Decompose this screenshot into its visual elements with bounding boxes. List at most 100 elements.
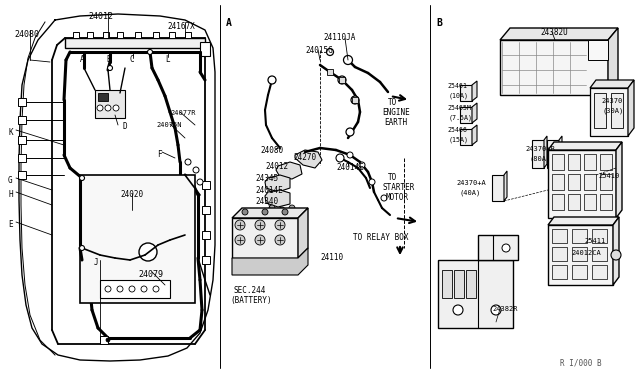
Text: 24014E: 24014E (255, 186, 283, 195)
Circle shape (369, 179, 375, 185)
Circle shape (235, 220, 245, 230)
Text: 25461: 25461 (447, 83, 467, 89)
Circle shape (381, 195, 387, 201)
Polygon shape (478, 235, 518, 260)
Bar (98, 93, 108, 101)
Circle shape (235, 235, 245, 245)
Text: TO: TO (388, 173, 397, 182)
Bar (352, 97, 358, 103)
Text: 24110JA: 24110JA (323, 33, 355, 42)
Bar (339, 77, 345, 83)
Text: B: B (106, 55, 111, 64)
Bar (572, 229, 587, 243)
Text: B: B (436, 18, 442, 28)
Circle shape (338, 76, 346, 84)
Text: 24075N: 24075N (156, 122, 182, 128)
Circle shape (242, 209, 248, 215)
Polygon shape (504, 171, 507, 201)
Bar (592, 247, 607, 261)
Circle shape (279, 207, 285, 213)
Circle shape (197, 179, 203, 185)
Text: STARTER: STARTER (383, 183, 415, 192)
Bar (568, 194, 580, 210)
Bar (584, 194, 596, 210)
Text: 24382U: 24382U (540, 28, 568, 37)
Polygon shape (295, 150, 322, 168)
Polygon shape (548, 142, 622, 150)
Circle shape (108, 65, 113, 71)
Text: 25410: 25410 (598, 173, 620, 179)
Polygon shape (532, 140, 544, 168)
Text: ENGINE: ENGINE (382, 108, 410, 117)
Bar (202, 206, 210, 214)
Circle shape (141, 286, 147, 292)
Bar (600, 194, 612, 210)
Text: 24012CA: 24012CA (571, 250, 601, 256)
Polygon shape (298, 208, 308, 258)
Text: 24012: 24012 (265, 162, 288, 171)
Text: 25411: 25411 (584, 238, 605, 244)
Circle shape (185, 159, 191, 165)
Text: (10A): (10A) (449, 92, 469, 99)
Polygon shape (588, 40, 608, 60)
Polygon shape (616, 142, 622, 218)
Bar (18, 136, 26, 144)
Text: 24270: 24270 (293, 153, 316, 162)
Polygon shape (559, 136, 562, 168)
Bar (202, 181, 210, 189)
Circle shape (344, 55, 353, 64)
Text: 25465M: 25465M (447, 105, 471, 111)
Bar (95, 90, 125, 118)
Circle shape (113, 105, 119, 111)
Bar (80, 175, 195, 303)
Bar (594, 93, 606, 128)
Circle shape (346, 128, 354, 136)
Circle shape (275, 235, 285, 245)
Bar (442, 270, 452, 298)
Text: (30A): (30A) (603, 107, 624, 113)
Text: G: G (8, 176, 13, 185)
Bar (18, 171, 26, 179)
Polygon shape (613, 217, 619, 285)
Bar (600, 154, 612, 170)
Bar (18, 98, 26, 106)
Bar (18, 154, 26, 162)
Text: 24080: 24080 (14, 30, 39, 39)
Bar (552, 229, 567, 243)
Text: R I/000 B: R I/000 B (560, 358, 602, 367)
Polygon shape (548, 217, 619, 225)
Bar (18, 116, 26, 124)
Polygon shape (500, 40, 608, 95)
Circle shape (262, 209, 268, 215)
Polygon shape (460, 85, 472, 101)
Text: E: E (8, 220, 13, 229)
Polygon shape (548, 225, 613, 285)
Bar (202, 256, 210, 264)
Bar (65, 38, 205, 48)
Polygon shape (548, 150, 616, 218)
Polygon shape (232, 218, 298, 258)
Text: 24020: 24020 (120, 190, 143, 199)
Text: 24110: 24110 (320, 253, 343, 262)
Text: J: J (94, 258, 99, 267)
Text: 24012: 24012 (88, 12, 113, 21)
Polygon shape (232, 208, 308, 218)
Polygon shape (500, 28, 618, 40)
Polygon shape (492, 175, 504, 201)
Circle shape (359, 162, 365, 168)
Polygon shape (472, 103, 477, 123)
Bar (117, 32, 123, 38)
Polygon shape (460, 129, 472, 145)
Text: 24382R: 24382R (492, 306, 518, 312)
Circle shape (282, 209, 288, 215)
Bar (552, 154, 564, 170)
Bar (100, 280, 170, 298)
Polygon shape (608, 28, 618, 95)
Text: 24340: 24340 (255, 197, 278, 206)
Text: A: A (226, 18, 232, 28)
Text: K: K (8, 128, 13, 137)
Bar (572, 265, 587, 279)
Text: 24167X: 24167X (167, 22, 195, 31)
Circle shape (193, 167, 199, 173)
Bar (572, 247, 587, 261)
